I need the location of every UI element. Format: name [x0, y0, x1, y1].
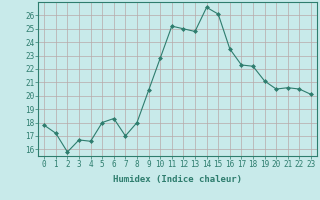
X-axis label: Humidex (Indice chaleur): Humidex (Indice chaleur) — [113, 175, 242, 184]
